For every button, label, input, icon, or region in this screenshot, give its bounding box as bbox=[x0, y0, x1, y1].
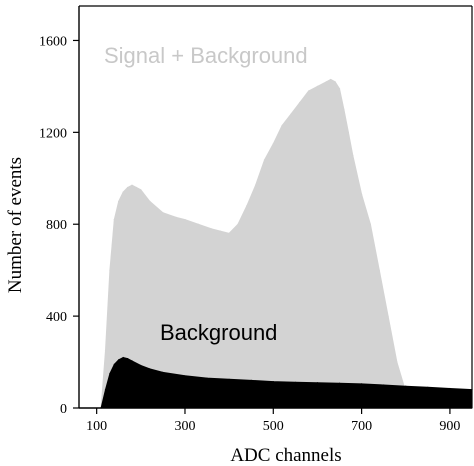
data-point-signal-background bbox=[272, 143, 274, 145]
data-point-signal-background bbox=[308, 90, 310, 92]
data-point-signal-background bbox=[135, 186, 137, 189]
data-point-signal-background bbox=[316, 85, 318, 87]
data-point-signal-background bbox=[122, 191, 124, 193]
plot-area bbox=[100, 78, 473, 409]
data-point-signal-background bbox=[228, 232, 230, 234]
data-point-signal-background bbox=[109, 269, 111, 271]
data-point-background bbox=[383, 384, 385, 386]
data-point-background bbox=[113, 363, 115, 365]
data-point-background bbox=[338, 382, 341, 384]
background-annotation: Background bbox=[160, 320, 277, 345]
y-tick-label: 800 bbox=[46, 218, 67, 233]
data-point-signal-background bbox=[299, 101, 301, 104]
data-point-signal-background bbox=[338, 88, 341, 90]
data-point-signal-background bbox=[347, 131, 349, 133]
data-point-signal-background bbox=[246, 205, 248, 207]
data-point-background bbox=[250, 379, 252, 381]
data-point-signal-background bbox=[330, 78, 332, 81]
data-point-signal-background bbox=[290, 113, 292, 115]
x-tick-label: 500 bbox=[263, 419, 284, 434]
series-area-background bbox=[100, 356, 473, 409]
data-point-background bbox=[149, 368, 151, 370]
y-tick-label: 400 bbox=[46, 310, 67, 325]
data-point-background bbox=[122, 356, 124, 359]
data-point-background bbox=[140, 364, 142, 367]
data-point-background bbox=[316, 382, 318, 384]
data-point-background bbox=[162, 371, 164, 373]
data-point-signal-background bbox=[162, 212, 164, 214]
signal-background-annotation: Signal + Background bbox=[104, 43, 308, 68]
data-point-background bbox=[118, 359, 120, 361]
data-point-signal-background bbox=[210, 228, 213, 230]
data-point-background bbox=[131, 360, 133, 362]
data-point-background bbox=[127, 358, 129, 360]
data-point-signal-background bbox=[334, 81, 336, 83]
data-point-signal-background bbox=[149, 200, 151, 202]
data-point-background bbox=[228, 378, 230, 380]
data-point-signal-background bbox=[140, 189, 142, 191]
y-axis-label: Number of events bbox=[5, 157, 26, 293]
data-point-signal-background bbox=[175, 216, 177, 218]
x-tick-label: 900 bbox=[439, 419, 460, 434]
y-tick-label: 1200 bbox=[39, 126, 67, 141]
data-point-background bbox=[405, 385, 407, 387]
data-point-signal-background bbox=[219, 230, 221, 232]
data-point-background bbox=[294, 381, 296, 383]
data-point-signal-background bbox=[263, 159, 266, 161]
x-axis-label: ADC channels bbox=[230, 445, 341, 466]
y-tick-label: 1600 bbox=[39, 34, 67, 49]
data-point-signal-background bbox=[127, 186, 129, 189]
y-tick-label: 0 bbox=[60, 402, 67, 417]
data-point-signal-background bbox=[352, 154, 354, 156]
data-point-signal-background bbox=[255, 184, 257, 186]
data-point-signal-background bbox=[131, 184, 133, 186]
data-point-signal-background bbox=[378, 269, 380, 271]
data-point-background bbox=[427, 386, 429, 388]
data-point-background bbox=[184, 375, 186, 377]
data-point-signal-background bbox=[237, 223, 239, 225]
series-area-signal-background bbox=[100, 78, 473, 409]
x-tick-label: 300 bbox=[174, 419, 195, 434]
data-point-background bbox=[272, 381, 274, 383]
data-point-signal-background bbox=[396, 361, 398, 363]
data-point-background bbox=[449, 387, 451, 390]
data-point-background bbox=[109, 372, 111, 375]
data-point-signal-background bbox=[387, 315, 389, 317]
x-tick-label: 700 bbox=[351, 419, 372, 434]
axes: 100 300 500 700 900 0 400 800 1200 1600 bbox=[39, 5, 473, 434]
data-point-background bbox=[104, 389, 107, 391]
data-point-signal-background bbox=[325, 81, 327, 83]
data-point-signal-background bbox=[343, 108, 345, 110]
data-point-signal-background bbox=[369, 223, 371, 225]
data-point-signal-background bbox=[113, 219, 115, 221]
data-point-signal-background bbox=[118, 200, 120, 202]
data-point-background bbox=[361, 383, 363, 385]
data-point-background bbox=[206, 377, 208, 379]
data-point-signal-background bbox=[104, 350, 107, 352]
data-point-signal-background bbox=[361, 193, 363, 195]
x-tick-label: 100 bbox=[86, 419, 107, 434]
data-point-signal-background bbox=[281, 124, 283, 127]
data-point-signal-background bbox=[197, 223, 199, 225]
data-point-signal-background bbox=[184, 219, 186, 221]
